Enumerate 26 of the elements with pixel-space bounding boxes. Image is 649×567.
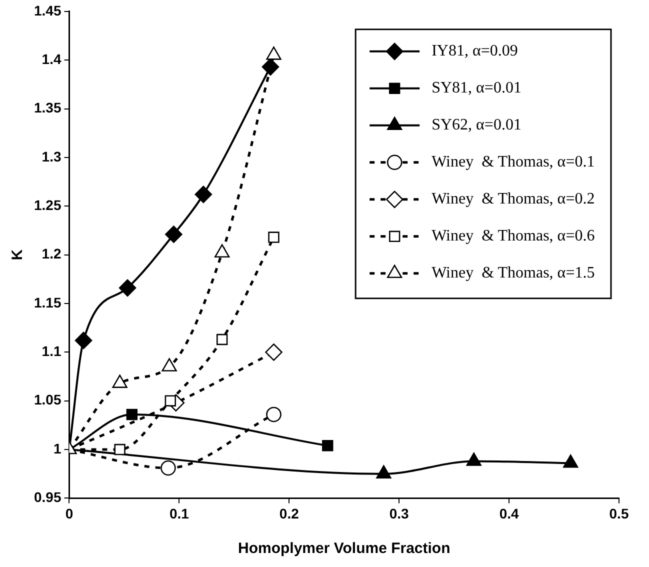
y-tick-label: 0.95 (34, 489, 62, 506)
y-tick-label: 1.3 (42, 148, 62, 164)
x-axis-title: Homoplymer Volume Fraction (238, 540, 450, 558)
y-tick-label: 1.1 (42, 343, 62, 360)
legend-label: Winey & Thomas, α=1.5 (432, 264, 595, 282)
y-tick-label: 1.05 (34, 392, 62, 408)
x-tick-label: 0.4 (499, 505, 519, 522)
y-tick-label: 1.4 (42, 50, 62, 67)
x-tick-label: 0.1 (169, 505, 190, 522)
x-tick-label: 0.2 (279, 505, 300, 522)
y-axis-title: K (9, 249, 26, 260)
y-tick-label: 1.45 (34, 2, 62, 18)
legend-label: IY81, α=0.09 (432, 42, 518, 60)
y-tick-label: 1.35 (34, 100, 62, 116)
x-tick-label: 0.5 (609, 505, 629, 522)
y-tick-label: 1 (53, 440, 62, 456)
x-tick-label: 0.3 (389, 505, 410, 522)
y-tick-label: 1.2 (42, 246, 62, 262)
legend-label: SY81, α=0.01 (432, 80, 522, 97)
legend-label: Winey & Thomas, α=0.2 (432, 190, 595, 208)
x-tick-label: 0 (65, 505, 74, 522)
legend-label: SY62, α=0.01 (432, 116, 522, 134)
legend-label: Winey & Thomas, α=0.1 (432, 154, 595, 171)
y-tick-label: 1.15 (34, 294, 62, 310)
legend-label: Winey & Thomas, α=0.6 (432, 228, 595, 245)
y-tick-label: 1.25 (34, 196, 62, 213)
